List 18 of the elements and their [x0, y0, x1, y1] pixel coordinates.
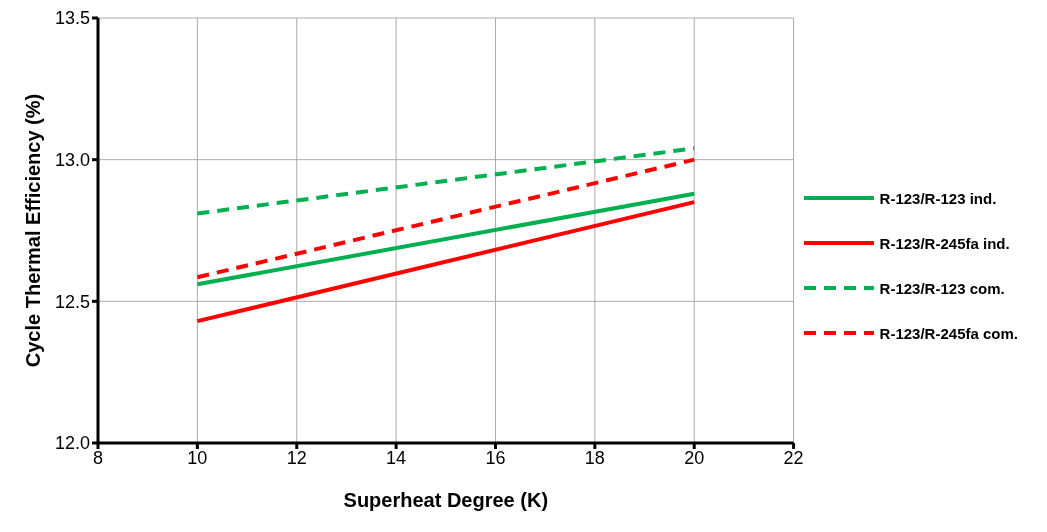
x-tick-label: 22: [783, 447, 804, 468]
x-tick-label: 14: [386, 447, 407, 468]
x-tick-label: 8: [92, 447, 104, 468]
legend-label: R-123/R-245fa ind.: [879, 234, 1010, 252]
legend-label: R-123/R-123 com.: [879, 279, 1005, 297]
x-tick-label: 18: [584, 447, 605, 468]
y-tick-label: 12.5: [54, 291, 90, 312]
x-tick-label: 20: [684, 447, 705, 468]
y-tick-label: 12.0: [54, 433, 90, 454]
x-axis-title: Superheat Degree (K): [343, 489, 549, 512]
x-tick-label: 16: [485, 447, 506, 468]
legend-label: R-123/R-245fa com.: [879, 324, 1018, 342]
legend-label: R-123/R-123 ind.: [879, 189, 997, 207]
x-tick-label: 12: [286, 447, 307, 468]
y-tick-label: 13.5: [54, 8, 90, 29]
x-tick-label: 10: [187, 447, 208, 468]
y-axis-title: Cycle Thermal Efficiency (%): [22, 93, 45, 368]
y-tick-label: 13.0: [54, 150, 90, 171]
